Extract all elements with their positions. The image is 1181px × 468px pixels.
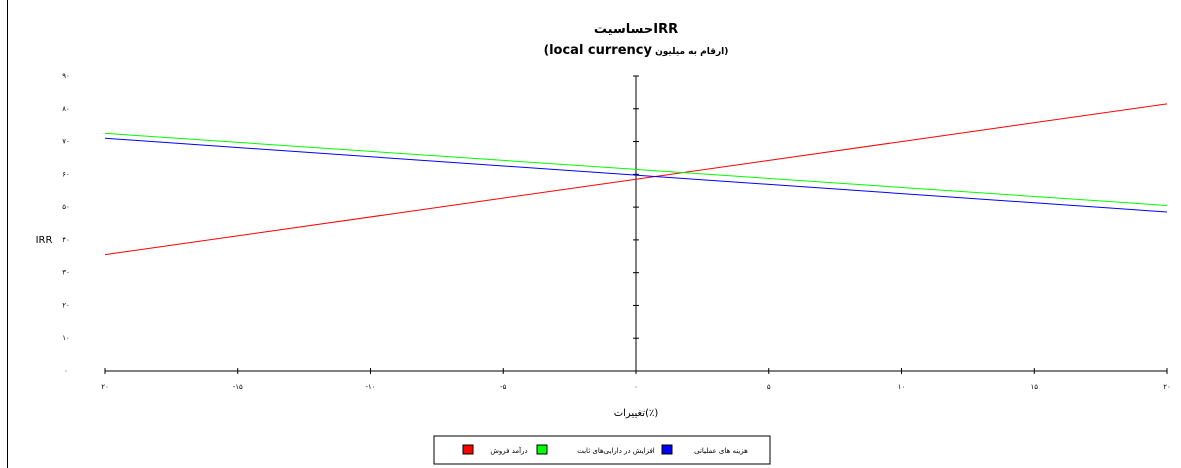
left-border-line [7,0,8,468]
x-tick-label: ۱۵ [1030,383,1038,391]
y-axis-tick-labels: ۰ ۱۰ ۲۰ ۳۰ ۴۰ ۵۰ ۶۰ ۷۰ ۸۰ ۹۰ [62,72,70,375]
x-tick-label: ۱۰ [898,383,906,391]
x-axis-tick-labels: ۲۰ -۱۵ -۱۰ -۵ ۰ ۵ ۱۰ ۱۵ ۲۰ [101,383,1171,391]
legend-swatch-1 [462,444,474,455]
series-lines [104,103,1168,256]
legend-label-2: افزایش در دارایی‌های ثابت [577,447,655,455]
y-tick-label: ۷۰ [62,138,70,146]
chart-title: حساسیتIRR [594,22,678,37]
x-tick-label: -۵ [500,383,507,391]
legend-frame [433,435,771,465]
y-tick-label: ۶۰ [62,170,70,178]
legend: درآمد فروش افزایش در دارایی‌های ثابت هزینه… [433,435,771,465]
subtitle-units: ارقام به میلیون) [652,47,728,57]
y-tick-label: ۳۰ [62,269,70,277]
x-tick-label: ۰ [634,383,638,391]
series-line-3 [104,137,1168,213]
y-tick-label: ۴۰ [62,236,70,244]
legend-label-3: هزینه های عملیاتی [694,447,748,455]
subtitle-open-paren: ( [544,43,549,57]
y-tick-label: ۲۰ [62,301,70,309]
legend-label-1: درآمد فروش [490,446,527,455]
y-tick-label: ۱۰ [62,334,70,342]
series-line-2 [104,132,1168,206]
x-tick-label: -۱۵ [233,383,243,391]
x-tick-label: -۱۰ [365,383,375,391]
chart-subtitle: (local currency ارقام به میلیون) [544,43,729,58]
y-axis-label: IRR [36,235,53,246]
x-tick-label: ۵ [767,383,771,391]
y-tick-label: ۹۰ [62,72,70,80]
y-tick-label: ۰ [64,367,68,375]
x-axis-label: تغییرات(٪) [614,408,659,419]
axes [104,75,1168,374]
legend-swatch-3 [661,444,673,455]
y-tick-label: ۸۰ [62,105,70,113]
legend-swatch-2 [536,444,548,455]
x-tick-label: ۲۰ [101,383,109,391]
series-line-1 [104,103,1168,256]
x-tick-label: ۲۰ [1163,383,1171,391]
y-tick-label: ۵۰ [62,203,70,211]
subtitle-currency: local currency [549,43,652,58]
